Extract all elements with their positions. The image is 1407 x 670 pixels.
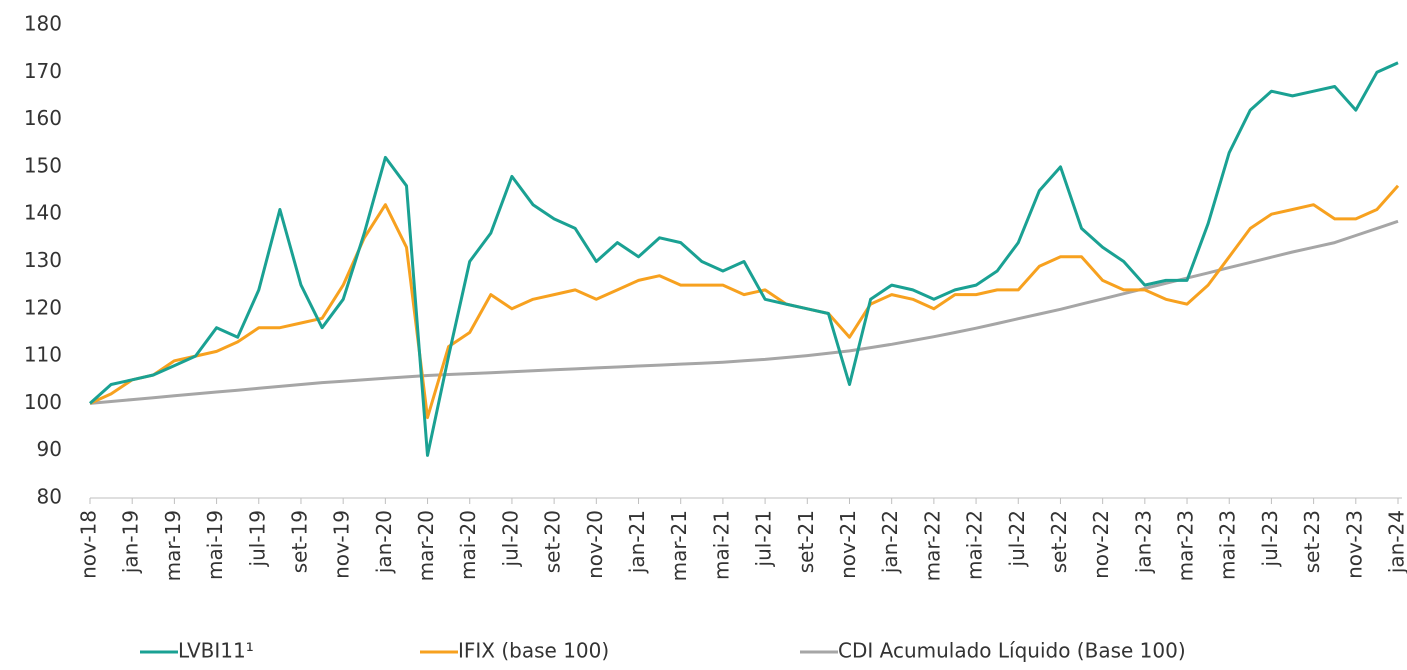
y-tick-label: 130 — [24, 248, 62, 272]
x-tick-label: nov-21 — [836, 510, 860, 579]
x-tick-label: jul-22 — [1005, 510, 1029, 567]
x-tick-label: mar-20 — [414, 510, 438, 581]
y-tick-label: 100 — [24, 390, 62, 414]
x-tick-label: nov-19 — [330, 510, 354, 579]
x-tick-label: jul-23 — [1258, 510, 1282, 567]
y-tick-label: 90 — [37, 437, 62, 461]
x-tick-label: mar-21 — [667, 510, 691, 581]
x-tick-label: set-19 — [287, 510, 311, 573]
x-tick-label: jan-19 — [119, 510, 143, 574]
x-tick-label: nov-23 — [1342, 510, 1366, 579]
x-tick-label: jan-24 — [1385, 510, 1407, 574]
y-tick-label: 140 — [24, 201, 62, 225]
series-line — [89, 219, 1399, 405]
x-tick-label: jul-21 — [752, 510, 776, 567]
x-tick-label: mar-23 — [1174, 510, 1198, 581]
x-tick-label: nov-22 — [1089, 510, 1113, 579]
x-tick-label: set-21 — [794, 510, 818, 573]
x-tick-label: jul-20 — [498, 510, 522, 567]
x-tick-label: nov-20 — [583, 510, 607, 579]
y-tick-label: 160 — [24, 106, 62, 130]
y-tick-label: 170 — [24, 59, 62, 83]
y-tick-label: 80 — [37, 485, 62, 509]
x-tick-label: jan-23 — [1131, 510, 1155, 574]
series-line — [88, 61, 1399, 457]
legend-label: CDI Acumulado Líquido (Base 100) — [838, 639, 1186, 663]
series-line — [89, 184, 1400, 420]
x-tick-label: set-20 — [541, 510, 565, 573]
x-tick-label: set-22 — [1047, 510, 1071, 573]
x-tick-label: nov-18 — [77, 510, 101, 579]
x-tick-label: jan-20 — [372, 510, 396, 574]
x-tick-label: jul-19 — [245, 510, 269, 567]
x-tick-label: mai-23 — [1216, 510, 1240, 580]
x-tick-label: mai-20 — [456, 510, 480, 580]
y-tick-label: 110 — [24, 343, 62, 367]
y-tick-label: 150 — [24, 153, 62, 177]
x-tick-label: mar-19 — [161, 510, 185, 581]
x-tick-label: jan-22 — [878, 510, 902, 574]
y-tick-label: 120 — [24, 295, 62, 319]
x-tick-label: mai-21 — [709, 510, 733, 580]
y-tick-label: 180 — [24, 12, 62, 36]
legend-label: LVBI11¹ — [178, 639, 254, 663]
x-tick-label: set-23 — [1300, 510, 1324, 573]
x-tick-label: mai-19 — [203, 510, 227, 580]
legend-label: IFIX (base 100) — [458, 639, 609, 663]
x-tick-label: mar-22 — [920, 510, 944, 581]
x-tick-label: jan-21 — [625, 510, 649, 574]
x-tick-label: mai-22 — [963, 510, 987, 580]
